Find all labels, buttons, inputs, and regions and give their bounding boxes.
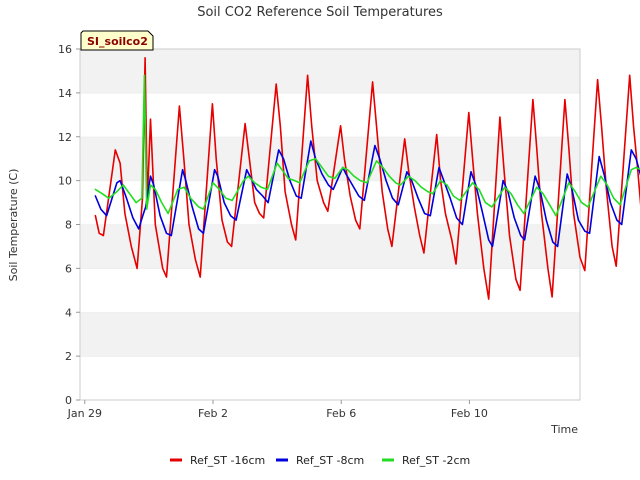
legend: Ref_ST -16cm Ref_ST -8cm Ref_ST -2cm (170, 454, 470, 467)
chart-title: Soil CO2 Reference Soil Temperatures (197, 5, 443, 20)
y-tick-label: 8 (65, 219, 72, 232)
series-line-1 (94, 56, 640, 300)
grid-band (80, 49, 580, 93)
site-badge: SI_soilco2 (80, 30, 154, 51)
y-axis: 0 2 4 6 8 10 12 14 16 (58, 43, 80, 407)
x-axis: Jan 29 Feb 2 Feb 6 Feb 10 (67, 400, 488, 420)
y-tick-label: 14 (58, 87, 72, 100)
y-axis-title: Soil Temperature (C) (7, 169, 20, 282)
site-badge-label: SI_soilco2 (87, 35, 148, 48)
y-tick-label: 12 (58, 131, 72, 144)
x-tick-label: Feb 6 (326, 407, 356, 420)
y-tick-label: 16 (58, 43, 72, 56)
grid-band (80, 356, 580, 400)
x-tick-label: Jan 29 (67, 407, 102, 420)
grid-band (80, 224, 580, 269)
x-axis-title: Time (550, 423, 578, 436)
x-tick-label: Feb 2 (198, 407, 228, 420)
grid-band (80, 312, 580, 357)
y-tick-label: 6 (65, 262, 72, 275)
y-tick-label: 0 (65, 394, 72, 407)
legend-label: Ref_ST -8cm (296, 454, 364, 467)
legend-label: Ref_ST -16cm (190, 454, 265, 467)
legend-label: Ref_ST -2cm (402, 454, 470, 467)
grid-band (80, 92, 580, 137)
y-tick-label: 4 (65, 306, 72, 319)
series-line-2 (94, 140, 640, 248)
series-line-3 (94, 74, 640, 217)
series-lines (94, 56, 640, 300)
grid-band (80, 268, 580, 313)
y-tick-label: 10 (58, 175, 72, 188)
site-badge-box (80, 30, 154, 51)
y-tick-label: 2 (65, 350, 72, 363)
x-tick-label: Feb 10 (451, 407, 488, 420)
